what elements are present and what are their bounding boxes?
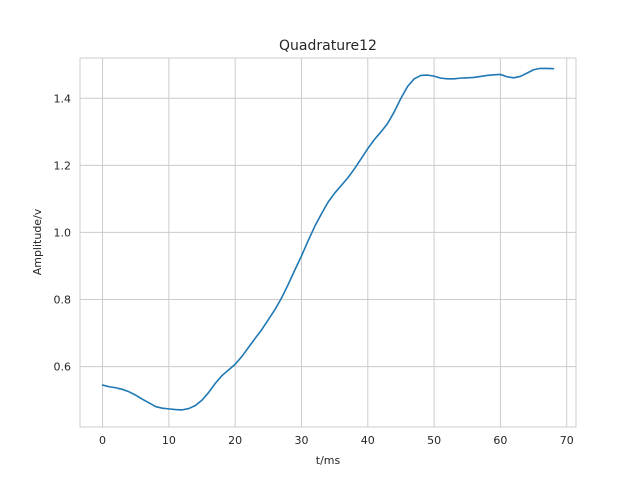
series-line-0 xyxy=(101,67,555,411)
x-tick-label: 10 xyxy=(162,434,176,447)
y-tick-labels: 0.6 0.8 1.0 1.2 1.4 xyxy=(54,92,72,373)
series-layer xyxy=(101,67,555,411)
y-tick-label: 0.8 xyxy=(54,294,72,307)
x-tick-labels: 0 10 20 30 40 50 60 70 xyxy=(99,434,574,447)
plot-frame xyxy=(79,57,577,428)
y-tick-label: 0.6 xyxy=(54,361,72,374)
x-tick-label: 50 xyxy=(427,434,441,447)
y-tick-label: 1.0 xyxy=(54,226,72,239)
chart-title: Quadrature12 xyxy=(279,38,377,54)
x-axis-label: t/ms xyxy=(316,454,341,467)
x-tick-label: 20 xyxy=(228,434,242,447)
y-axis-label: Amplitude/v xyxy=(31,208,44,275)
grid-layer xyxy=(80,58,576,427)
x-tick-label: 70 xyxy=(560,434,574,447)
y-tick-label: 1.2 xyxy=(54,159,72,172)
x-tick-label: 0 xyxy=(99,434,106,447)
x-tick-label: 60 xyxy=(493,434,507,447)
x-tick-label: 30 xyxy=(294,434,308,447)
x-tick-label: 40 xyxy=(361,434,375,447)
y-tick-label: 1.4 xyxy=(54,92,72,105)
